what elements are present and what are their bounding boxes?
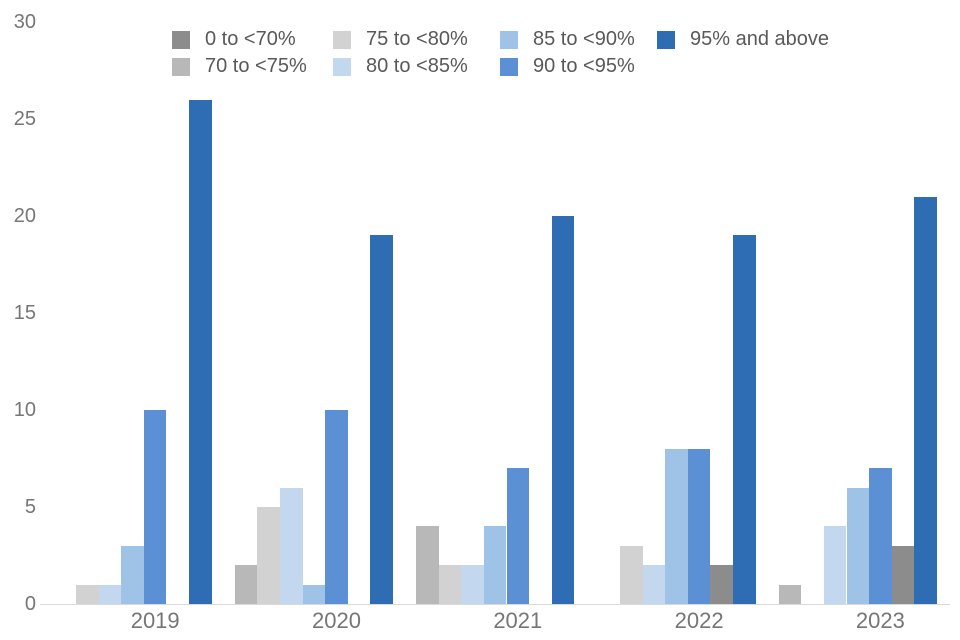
bar-70-to-75-2023 — [778, 584, 802, 604]
legend-swatch-80-to-85 — [333, 57, 351, 76]
legend-label-80-to-85: 80 to <85% — [366, 55, 468, 77]
bar-85-to-90-2023 — [846, 487, 870, 604]
y-tick-label-5: 5 — [24, 496, 36, 518]
legend-item-95-and-above: 95% and above — [657, 28, 829, 51]
legend-swatch-75-to-80 — [333, 30, 351, 49]
legend-label-75-to-80: 75 to <80% — [366, 28, 468, 50]
x-category-label-2020: 2020 — [312, 608, 361, 633]
y-tick-label-25: 25 — [13, 108, 36, 130]
bar-90-to-95-2022 — [687, 448, 711, 604]
y-tick-label-20: 20 — [13, 205, 36, 227]
legend-label-70-to-75: 70 to <75% — [205, 55, 307, 77]
x-category-label-2022: 2022 — [674, 608, 724, 633]
bar-95-and-above-2019 — [189, 99, 212, 604]
bar-95-and-above-2022 — [733, 235, 756, 604]
bar-80-to-85-2021 — [461, 565, 484, 604]
bar-85-to-90-2021 — [483, 526, 507, 604]
bar-90-to-95-2020 — [325, 410, 348, 604]
x-axis-line — [40, 604, 950, 605]
y-tick-label-30: 30 — [13, 11, 36, 33]
y-tick-label-15: 15 — [13, 302, 36, 324]
legend-swatch-95-and-above — [657, 30, 675, 49]
legend-label-95-and-above: 95% and above — [690, 28, 830, 50]
legend-item-90-to-95: 90 to <95% — [500, 55, 635, 78]
bar-80-to-85-2019 — [98, 584, 122, 604]
bar-80-to-85-2023 — [823, 526, 847, 604]
legend-item-70-to-75: 70 to <75% — [172, 55, 307, 78]
bar-75-to-80-2020 — [257, 507, 280, 604]
legend-label-85-to-90: 85 to <90% — [533, 28, 635, 50]
bar-95-and-above-2020 — [370, 235, 393, 604]
bar-70-to-75-2020 — [234, 565, 258, 604]
bar-95-and-above-2021 — [551, 216, 575, 604]
bar-90-to-95-2023 — [869, 468, 892, 604]
legend-item-80-to-85: 80 to <85% — [333, 55, 468, 78]
bar-75-to-80-2022 — [620, 545, 643, 604]
bar-0-to-70-2023 — [891, 545, 915, 604]
legend-label-90-to-95: 90 to <95% — [533, 55, 635, 77]
x-category-label-2023: 2023 — [855, 608, 905, 633]
legend-swatch-0-to-70 — [172, 30, 190, 49]
x-category-label-2019: 2019 — [130, 608, 180, 633]
bar-85-to-90-2019 — [121, 545, 144, 604]
legend-item-85-to-90: 85 to <90% — [500, 28, 635, 51]
bar-80-to-85-2022 — [642, 565, 666, 604]
legend-swatch-70-to-75 — [172, 57, 190, 76]
bar-85-to-90-2022 — [665, 448, 688, 604]
bar-75-to-80-2019 — [76, 584, 99, 604]
legend-swatch-90-to-95 — [500, 57, 518, 76]
legend-swatch-85-to-90 — [500, 30, 518, 49]
legend-label-0-to-70: 0 to <70% — [205, 28, 296, 50]
bar-90-to-95-2021 — [506, 468, 530, 604]
bar-0-to-70-2022 — [710, 565, 733, 604]
bar-80-to-85-2020 — [280, 487, 303, 604]
bar-95-and-above-2023 — [914, 196, 937, 604]
legend-item-0-to-70: 0 to <70% — [172, 28, 296, 51]
legend-item-75-to-80: 75 to <80% — [333, 28, 468, 51]
x-category-label-2021: 2021 — [493, 608, 543, 633]
bar-90-to-95-2019 — [143, 410, 167, 604]
bar-75-to-80-2021 — [438, 565, 462, 604]
bar-70-to-75-2021 — [416, 526, 439, 604]
y-tick-label-10: 10 — [13, 399, 36, 421]
bar-85-to-90-2020 — [302, 584, 326, 604]
y-tick-label-0: 0 — [24, 593, 36, 615]
